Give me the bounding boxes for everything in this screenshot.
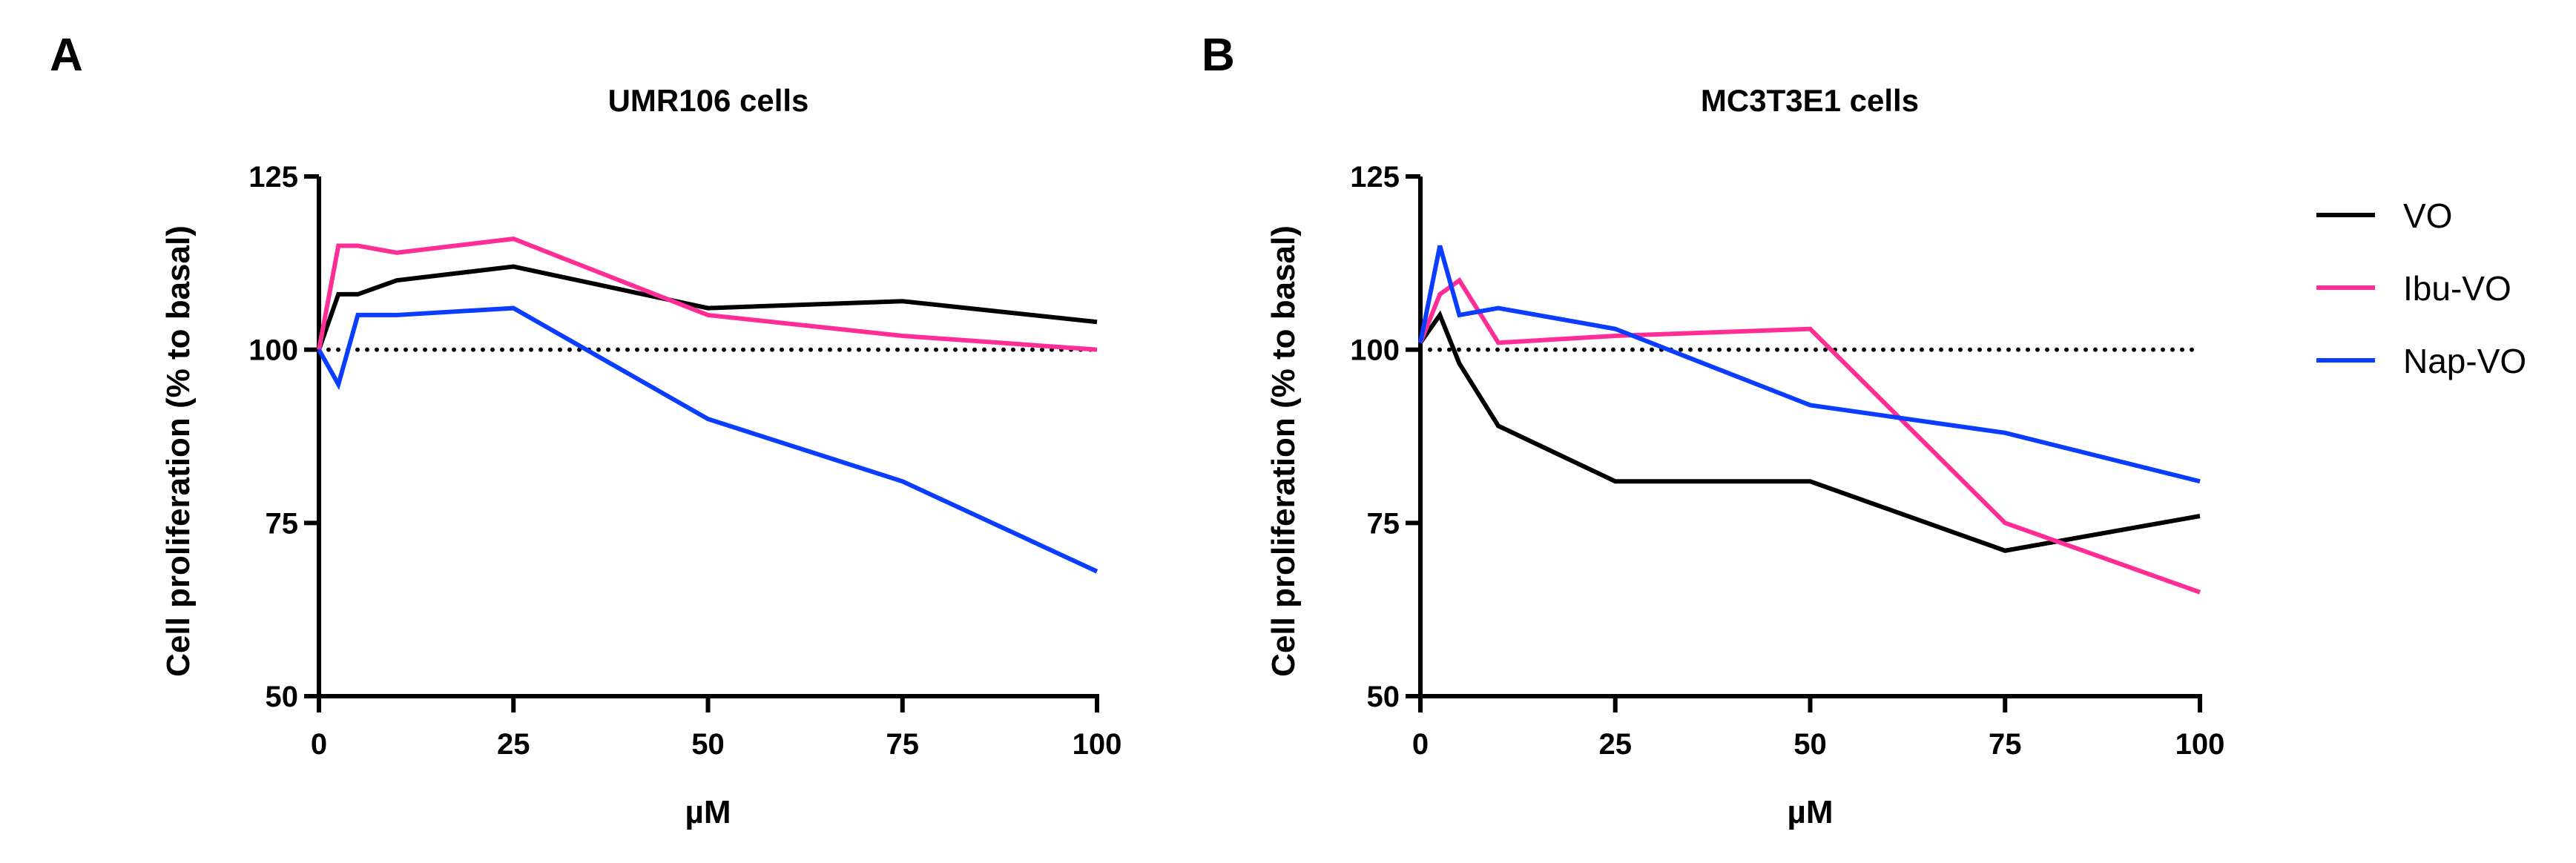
y-tick-label: 125 bbox=[248, 161, 298, 194]
y-tick-label: 100 bbox=[1350, 334, 1400, 367]
series-line-vo bbox=[317, 264, 1098, 351]
panel-label: B bbox=[1202, 30, 1235, 81]
series-line-nap-vo bbox=[317, 305, 1098, 574]
chart-title: UMR106 cells bbox=[608, 83, 809, 118]
y-tick-label: 75 bbox=[266, 507, 299, 540]
x-axis-label: µM bbox=[1787, 794, 1833, 830]
x-tick-label: 50 bbox=[691, 728, 725, 761]
y-tick-label: 50 bbox=[266, 681, 299, 713]
series-line-ibu-vo bbox=[1418, 277, 2201, 595]
series-line-nap-vo bbox=[1418, 245, 2201, 484]
x-tick-label: 75 bbox=[1989, 728, 2022, 761]
panel-label: A bbox=[50, 30, 83, 81]
x-tick-label: 50 bbox=[1793, 728, 1827, 761]
x-axis-label: µM bbox=[685, 794, 731, 830]
x-tick-label: 25 bbox=[497, 728, 530, 761]
x-tick-label: 0 bbox=[1412, 728, 1429, 761]
y-axis-label: Cell proliferation (% to basal) bbox=[1265, 225, 1302, 677]
x-tick-label: 25 bbox=[1599, 728, 1633, 761]
legend-label: Ibu-VO bbox=[2403, 269, 2511, 308]
x-tick-label: 0 bbox=[311, 728, 327, 761]
x-tick-label: 75 bbox=[886, 728, 920, 761]
chart-title: MC3T3E1 cells bbox=[1701, 83, 1919, 118]
legend-label: VO bbox=[2403, 196, 2452, 235]
x-tick-label: 100 bbox=[1073, 728, 1122, 761]
y-tick-label: 75 bbox=[1367, 507, 1400, 540]
y-tick-label: 125 bbox=[1350, 161, 1400, 194]
legend-label: Nap-VO bbox=[2403, 342, 2526, 380]
y-axis-label: Cell proliferation (% to basal) bbox=[160, 225, 197, 677]
panel-b: B MC3T3E1 cells 50 75 100 125 0 25 50 75 100 µM Cell… bbox=[1202, 30, 2224, 830]
legend: VO Ibu-VO Nap-VO bbox=[2316, 196, 2526, 380]
y-tick-label: 50 bbox=[1367, 681, 1400, 713]
series-line-vo bbox=[1418, 310, 2201, 553]
x-tick-label: 100 bbox=[2175, 728, 2225, 761]
y-tick-label: 100 bbox=[248, 334, 298, 367]
panel-a: A UMR106 cells 50 75 100 125 0 25 50 75 100 µM Cell … bbox=[50, 30, 1121, 830]
series-line-ibu-vo bbox=[317, 237, 1098, 352]
